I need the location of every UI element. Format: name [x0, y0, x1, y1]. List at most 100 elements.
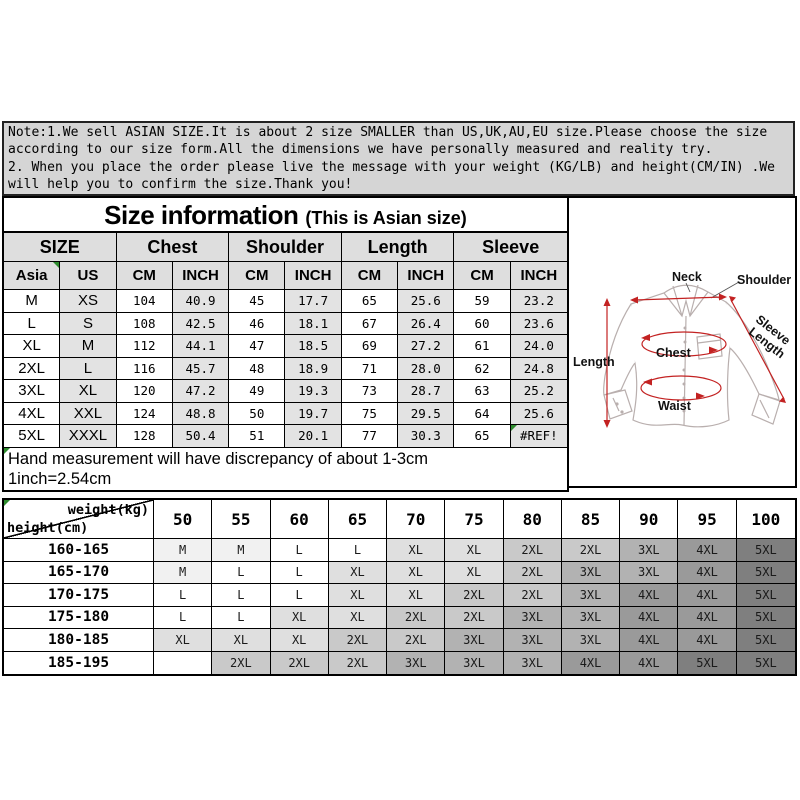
- size-cell: 67: [341, 312, 399, 335]
- size-sub-header: CM: [341, 262, 399, 290]
- weight-size-cell: XL: [445, 561, 504, 584]
- weight-size-cell: 3XL: [620, 561, 679, 584]
- size-cell: 25.6: [398, 290, 455, 313]
- size-cell: 5XL: [4, 425, 61, 448]
- length-label: Length: [573, 355, 615, 369]
- size-cell: 116: [116, 357, 173, 380]
- weight-size-cell: 4XL: [561, 651, 621, 674]
- size-cell: M: [4, 290, 61, 313]
- weight-size-cell: L: [212, 561, 271, 584]
- size-cell: L: [4, 312, 61, 335]
- size-table-row: L S 108 42.5 46 18.1 67 26.4 60 23.6: [4, 312, 567, 335]
- weight-size-cell: 2XL: [503, 539, 562, 562]
- weight-size-cell: 2XL: [445, 584, 504, 607]
- weight-header-row: weight(kg) height(cm) 50 55 60 65 70 75 80 85 90…: [4, 500, 795, 539]
- size-cell: 40.9: [172, 290, 230, 313]
- size-cell: 65: [454, 425, 511, 448]
- weight-size-cell: XL: [270, 629, 329, 652]
- size-cell: 62: [454, 357, 511, 380]
- size-table-row: 2XL L 116 45.7 48 18.9 71 28.0 62 24.8: [4, 357, 567, 380]
- weight-size-cell: 3XL: [561, 561, 621, 584]
- weight-size-cell: [154, 651, 213, 674]
- weight-size-cell: 2XL: [387, 606, 446, 629]
- weight-rows: 160-165 M M L L XL XL 2XL 2XL 3XL 4XL 5XL 165-170 M L L…: [4, 539, 795, 674]
- size-cell: XXXL: [60, 425, 117, 448]
- weight-size-cell: 4XL: [678, 561, 737, 584]
- weight-size-cell: M: [154, 561, 213, 584]
- weight-size-cell: XL: [387, 584, 446, 607]
- weight-size-cell: XL: [445, 539, 504, 562]
- weight-size-cell: XL: [328, 561, 388, 584]
- weight-size-cell: XL: [328, 584, 388, 607]
- size-cell: 19.7: [285, 402, 342, 425]
- weight-size-cell: 2XL: [561, 539, 621, 562]
- note-line: 2. When you place the order please live …: [8, 159, 776, 175]
- size-table-row: XL M 112 44.1 47 18.5 69 27.2 61 24.0: [4, 335, 567, 358]
- measurement-arrows: [606, 296, 785, 423]
- size-cell: 23.2: [510, 290, 567, 313]
- weight-size-cell: 3XL: [445, 651, 504, 674]
- size-group-header: SIZE: [4, 233, 117, 262]
- note-line: Note:1.We sell ASIAN SIZE.It is about 2 …: [8, 125, 768, 140]
- size-cell: 71: [341, 357, 399, 380]
- size-table-rows: M XS 104 40.9 45 17.7 65 25.6 59 23.2 L S 108 42.5 46 1…: [4, 290, 567, 448]
- weight-size-cell: 2XL: [328, 629, 388, 652]
- weight-size-cell: 3XL: [620, 539, 679, 562]
- size-sub-row: Asia US CM INCH CM INCH CM INCH CM INCH: [4, 262, 567, 290]
- footnote-line: Hand measurement will have discrepancy o…: [8, 449, 429, 468]
- weight-size-cell: M: [212, 539, 271, 562]
- footnote-line: 1inch=2.54cm: [8, 470, 112, 488]
- size-table-row: M XS 104 40.9 45 17.7 65 25.6 59 23.2: [4, 290, 567, 313]
- weight-size-cell: 5XL: [736, 539, 795, 562]
- size-cell: 18.9: [285, 357, 342, 380]
- weight-size-cell: 5XL: [678, 651, 737, 674]
- size-table-title: Size information: [104, 200, 299, 230]
- size-cell: 24.8: [510, 357, 567, 380]
- waist-label: Waist: [658, 399, 692, 413]
- weight-size-cell: 4XL: [620, 651, 679, 674]
- weight-size-cell: 2XL: [503, 584, 562, 607]
- size-sub-header: US: [60, 262, 117, 290]
- size-cell: 108: [116, 312, 173, 335]
- height-weight-table: weight(kg) height(cm) 50 55 60 65 70 75 80 85 90…: [2, 498, 797, 676]
- note-banner: Note:1.We sell ASIAN SIZE.It is about 2 …: [2, 121, 795, 196]
- weight-table-row: 160-165 M M L L XL XL 2XL 2XL 3XL 4XL 5XL: [4, 539, 795, 562]
- measurement-diagram-box: Neck Shoulder Chest Waist Length Sleeve …: [569, 196, 797, 488]
- weight-column-header: 85: [561, 500, 621, 539]
- weight-table-row: 175-180 L L XL XL 2XL 2XL 3XL 3XL 4XL 4XL 5XL: [4, 606, 795, 629]
- chest-label: Chest: [656, 346, 692, 360]
- size-group-header: Shoulder: [229, 233, 342, 262]
- weight-size-cell: 4XL: [620, 584, 679, 607]
- weight-size-cell: 5XL: [736, 606, 795, 629]
- size-cell: 48.8: [172, 402, 230, 425]
- weight-column-header: 50: [154, 500, 213, 539]
- size-information-table: Size information (This is Asian size) SI…: [2, 196, 569, 492]
- weight-table-row: 165-170 M L L XL XL XL 2XL 3XL 3XL 4XL 5XL: [4, 561, 795, 584]
- size-cell: 46: [229, 312, 286, 335]
- size-cell: 69: [341, 335, 399, 358]
- size-cell: 18.1: [285, 312, 342, 335]
- weight-size-cell: 5XL: [736, 561, 795, 584]
- weight-table-row: 170-175 L L L XL XL 2XL 2XL 3XL 4XL 4XL 5XL: [4, 584, 795, 607]
- size-sub-header: INCH: [398, 262, 455, 290]
- excel-marker-icon: [53, 262, 60, 268]
- size-cell: XL: [4, 335, 61, 358]
- size-group-header: Sleeve: [454, 233, 567, 262]
- weight-size-cell: XL: [328, 606, 388, 629]
- size-cell: 24.0: [510, 335, 567, 358]
- weight-column-header: 55: [212, 500, 271, 539]
- weight-size-cell: 3XL: [503, 606, 562, 629]
- callout-lines: [685, 281, 740, 299]
- weight-column-header: 60: [270, 500, 329, 539]
- size-cell: 45.7: [172, 357, 230, 380]
- size-cell: 104: [116, 290, 173, 313]
- size-cell: 51: [229, 425, 286, 448]
- size-cell: 3XL: [4, 380, 61, 403]
- weight-size-cell: L: [212, 606, 271, 629]
- size-cell: 49: [229, 380, 286, 403]
- height-range-label: 175-180: [4, 606, 154, 629]
- size-cell: 77: [341, 425, 399, 448]
- weight-size-cell: L: [154, 606, 213, 629]
- size-cell: 64: [454, 402, 511, 425]
